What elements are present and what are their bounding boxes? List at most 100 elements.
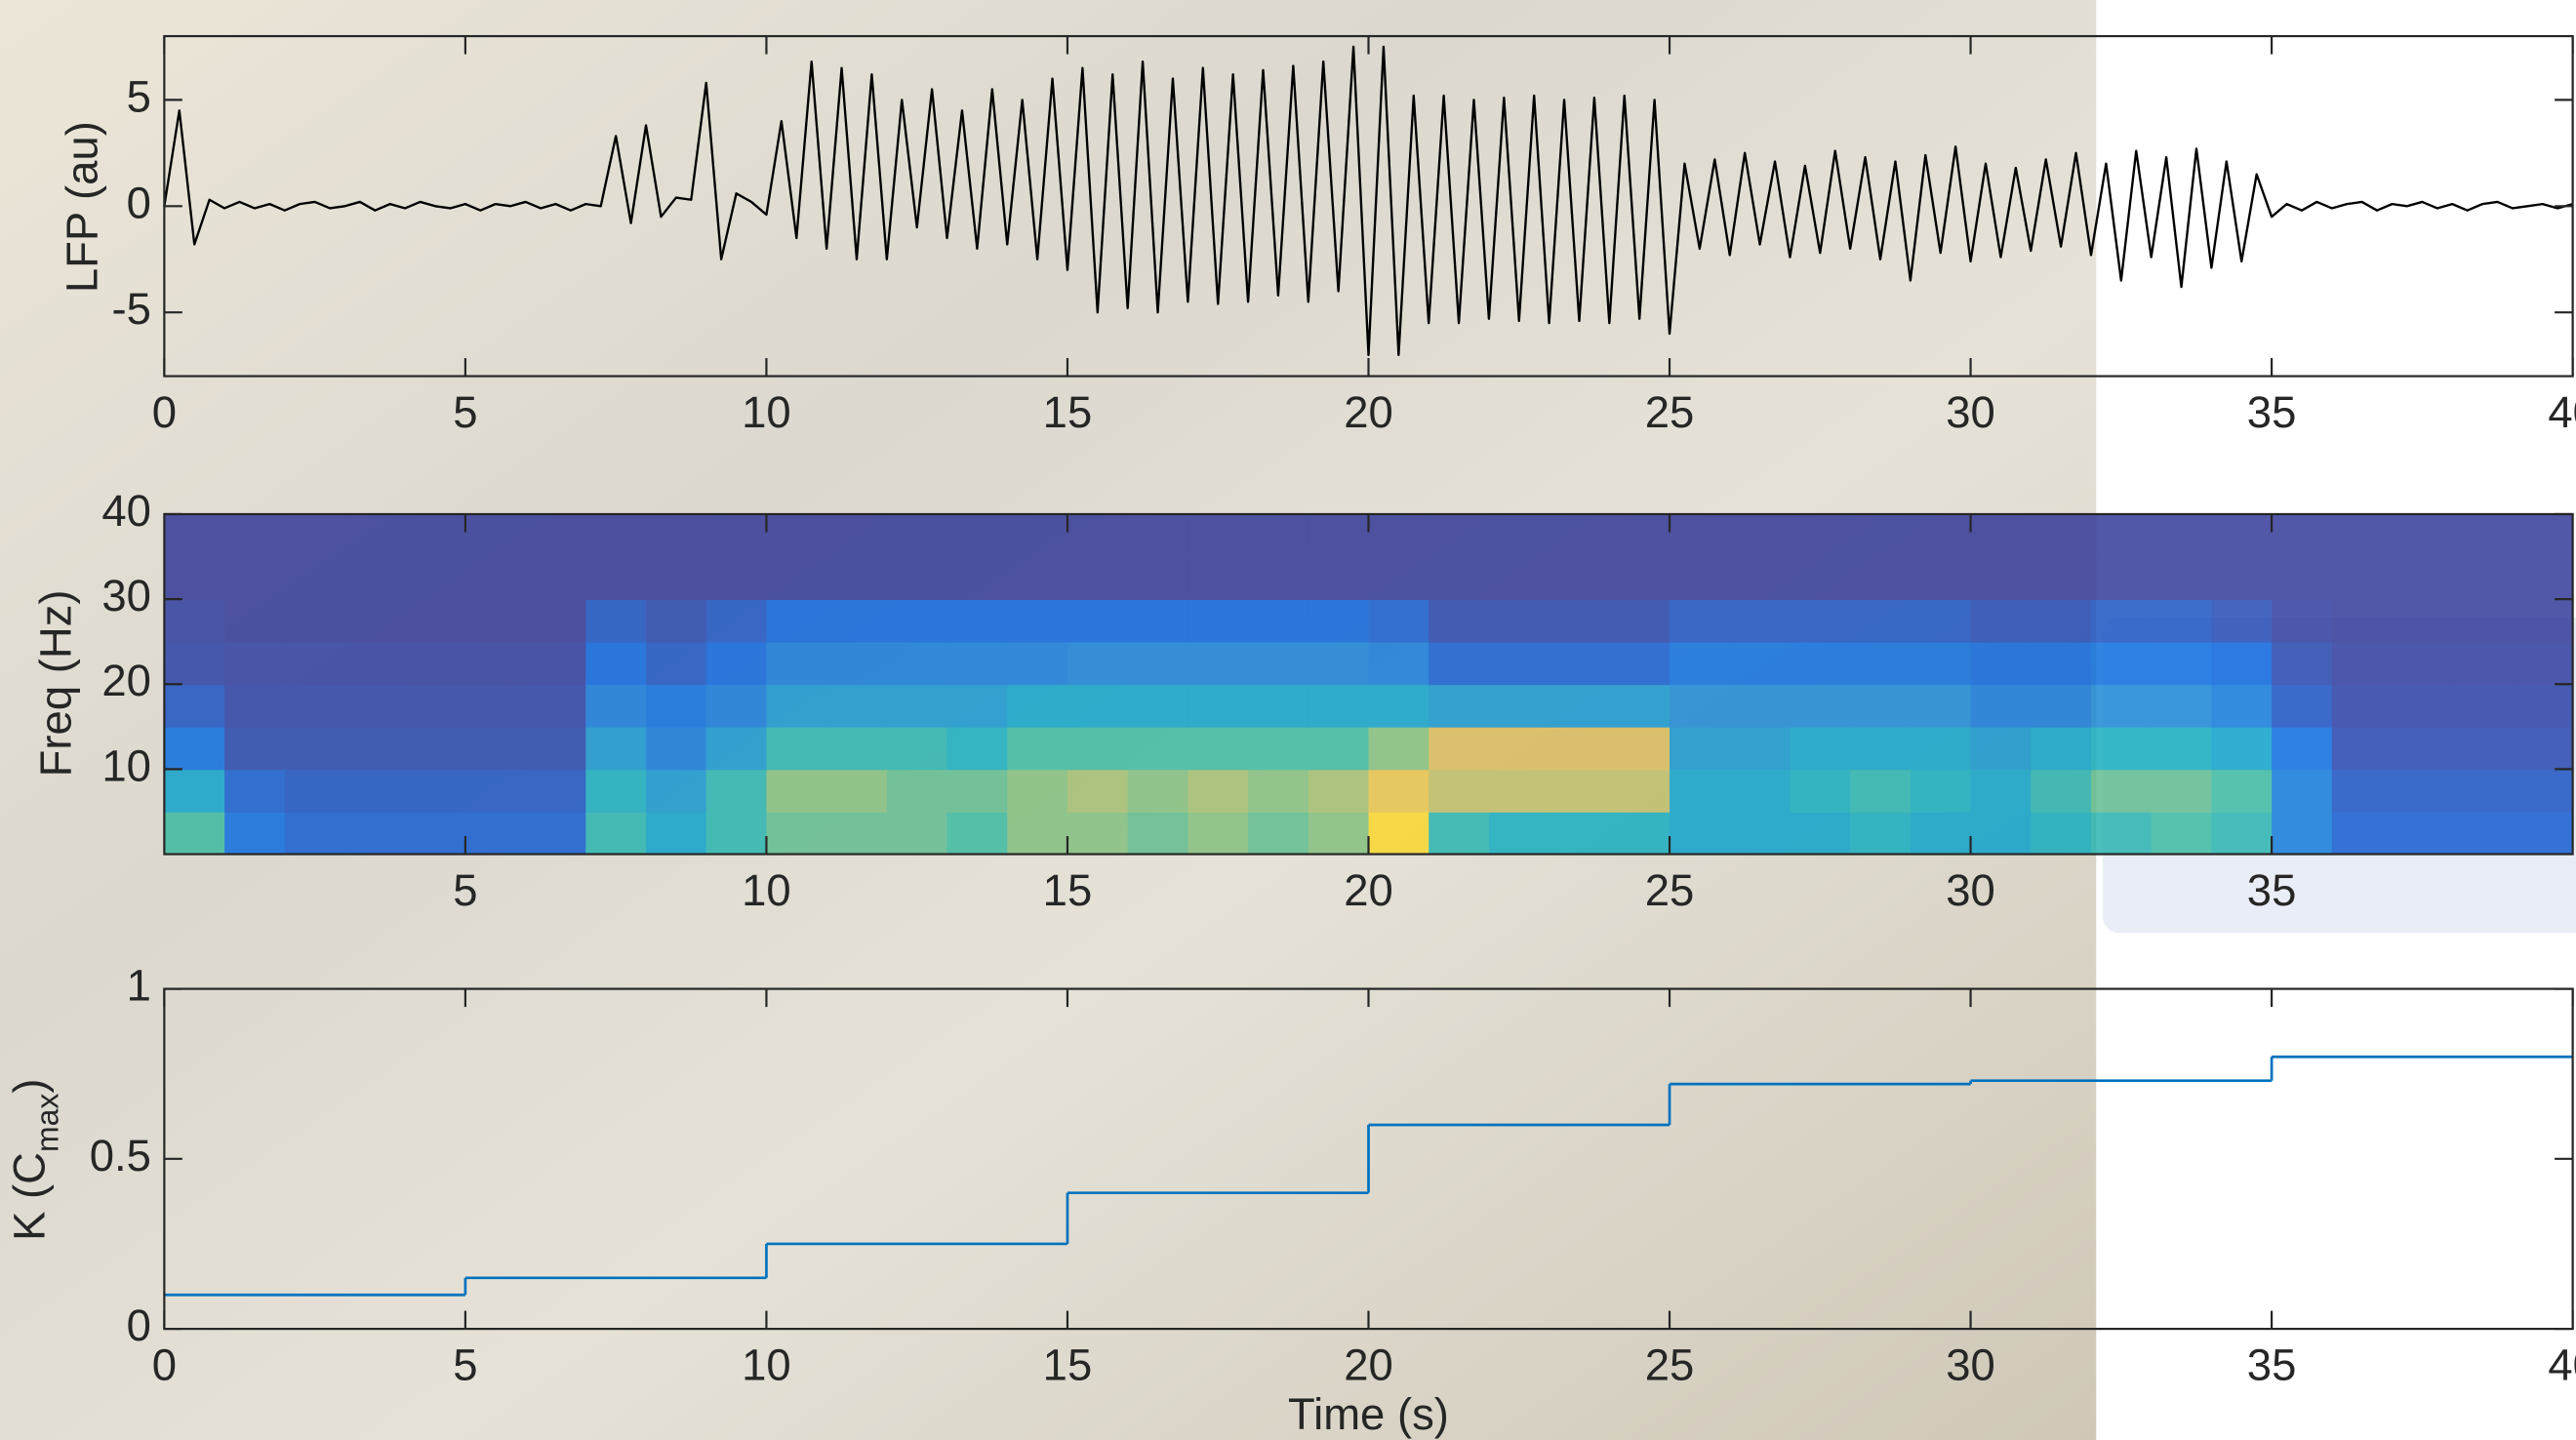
heatmap-cell [2091,514,2153,557]
heatmap-cell [1550,557,1611,600]
y-tick-label: 20 [101,656,151,705]
heatmap-cell [2513,557,2574,600]
heatmap-cell [766,812,827,855]
heatmap-cell [706,514,768,557]
heatmap-cell [2272,557,2333,600]
heatmap-cell [2152,684,2213,727]
heatmap-cell [887,642,948,685]
heatmap-cell [826,769,888,812]
heatmap-cell [1429,769,1490,812]
x-tick-label: 20 [1344,1340,1393,1389]
heatmap-cell [2152,557,2213,600]
heatmap-cell [2031,727,2092,770]
heatmap-cell [465,812,527,855]
heatmap-cell [2393,727,2454,770]
heatmap-cell [2152,812,2213,855]
y-tick-label: -5 [111,284,150,334]
heatmap-cell [766,514,827,557]
heatmap-cell [1429,514,1490,557]
x-tick-label: 30 [1946,1340,1995,1389]
heatmap-cell [646,599,707,642]
heatmap-cell [2091,769,2153,812]
heatmap-cell [1067,557,1129,600]
x-tick-label: 30 [1946,387,1995,437]
heatmap-cell [1730,812,1791,855]
heatmap-cell [2332,684,2394,727]
x-tick-label: 20 [1344,865,1393,915]
figure: LFP (au) Freq (Hz) K (Cmax) Time (s) 051… [0,0,2576,1440]
heatmap-cell [285,684,346,727]
heatmap-cell [1187,812,1249,855]
heatmap-cell [1730,684,1791,727]
heatmap-cell [405,599,466,642]
heatmap-cell [1187,727,1249,770]
heatmap-cell [2091,642,2153,685]
heatmap-cell [2211,727,2273,770]
heatmap-cell [1670,769,1731,812]
y-tick-label: 30 [101,571,151,620]
heatmap-cell [526,514,587,557]
heatmap-cell [164,684,225,727]
heatmap-cell [224,812,286,855]
heatmap-cell [285,599,346,642]
heatmap-cell [1790,769,1851,812]
heatmap-cell [1308,769,1370,812]
x-tick-label: 40 [2548,387,2576,437]
heatmap-cell [224,684,286,727]
heatmap-cell [526,727,587,770]
heatmap-cell [1067,684,1129,727]
heatmap-cell [1369,769,1430,812]
y-tick-label: 40 [101,486,151,536]
heatmap-cell [1369,727,1430,770]
heatmap-cell [1429,812,1490,855]
heatmap-cell [1187,684,1249,727]
heatmap-cell [224,557,286,600]
x-tick-label: 40 [2548,1340,2576,1389]
heatmap-cell [1187,599,1249,642]
heatmap-cell [1790,514,1851,557]
heatmap-cell [2211,599,2273,642]
heatmap-cell [1609,727,1670,770]
heatmap-cell [1248,727,1309,770]
heatmap-cell [164,599,225,642]
heatmap-cell [1248,684,1309,727]
heatmap-cell [1369,599,1430,642]
heatmap-cell [1609,514,1670,557]
heatmap-cell [1609,642,1670,685]
heatmap-cell [1971,684,2033,727]
heatmap-cell [766,684,827,727]
y-axis-label-text: K (C [5,1152,55,1241]
heatmap-cell [2393,557,2454,600]
x-tick-label: 25 [1645,387,1695,437]
heatmap-cell [1609,812,1670,855]
y-axis-label: Freq (Hz) [31,589,81,777]
heatmap-cell [1730,642,1791,685]
heatmap-cell [1911,812,1972,855]
heatmap-cell [1067,642,1129,685]
heatmap-cell [2452,727,2514,770]
heatmap-cell [585,727,647,770]
heatmap-cell [1308,557,1370,600]
heatmap-cell [766,769,827,812]
y-axis-label-text: ) [5,1078,55,1093]
heatmap-cell [706,557,768,600]
heatmap-cell [1489,557,1550,600]
heatmap-cell [2332,599,2394,642]
heatmap-cell [2091,727,2153,770]
heatmap-cell [164,812,225,855]
heatmap-cell [706,642,768,685]
heatmap-cell [646,727,707,770]
heatmap-cell [224,514,286,557]
heatmap-cell [1971,599,2033,642]
heatmap-cell [826,812,888,855]
heatmap-cell [224,769,286,812]
y-tick-label: 10 [101,740,151,790]
heatmap-cell [1489,727,1550,770]
heatmap-cell [887,514,948,557]
heatmap-cell [526,557,587,600]
heatmap-cell [1971,769,2033,812]
heatmap-cell [405,514,466,557]
page: {"chart_data": [ {"type": "line", "ylabe… [0,0,2576,1440]
y-tick-label: 5 [127,71,151,121]
heatmap-cell [585,642,647,685]
